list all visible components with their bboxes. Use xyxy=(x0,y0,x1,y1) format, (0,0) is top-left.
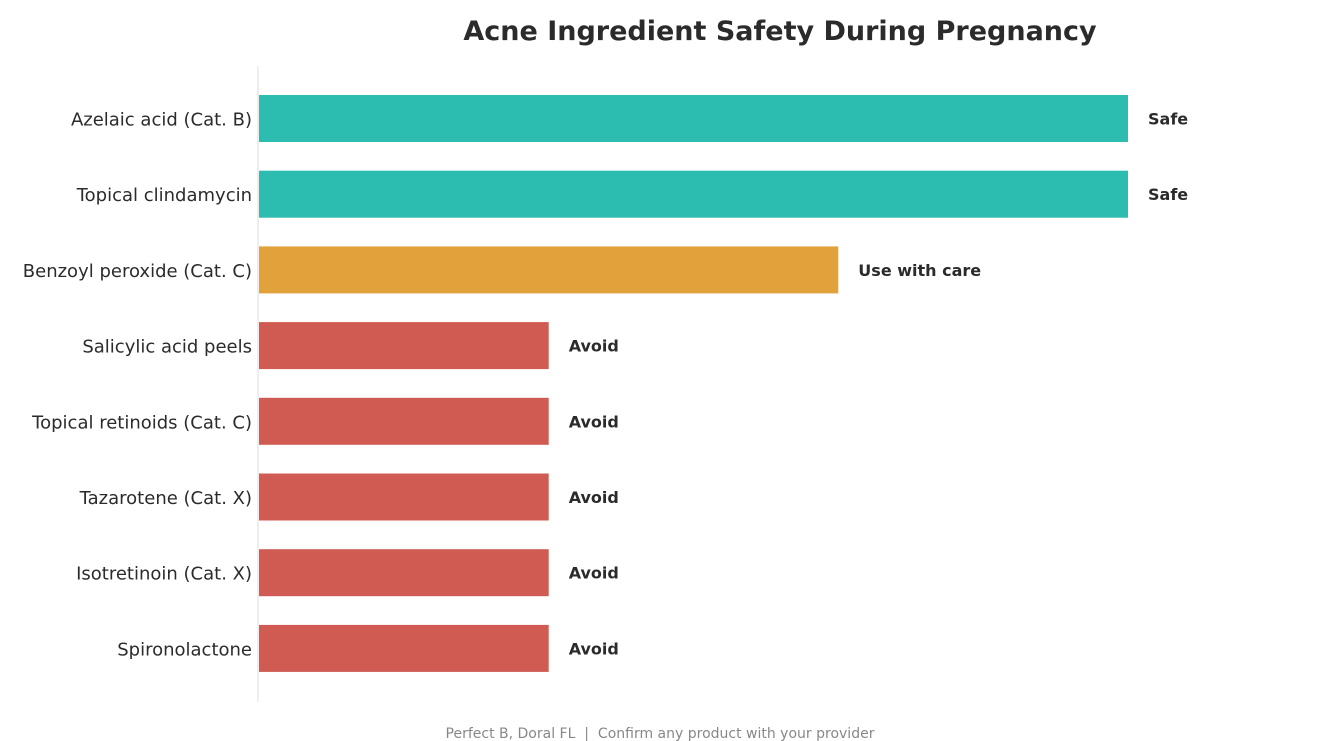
category-label: Topical clindamycin xyxy=(76,185,252,206)
data-label: Avoid xyxy=(569,564,619,583)
data-label: Avoid xyxy=(569,639,619,658)
category-labels: Azelaic acid (Cat. B) Topical clindamycin… xyxy=(23,110,252,661)
data-label: Safe xyxy=(1148,185,1188,204)
bar xyxy=(259,549,549,597)
bar xyxy=(259,246,839,294)
bar xyxy=(259,473,549,521)
category-label: Azelaic acid (Cat. B) xyxy=(71,110,252,131)
bar xyxy=(259,95,1128,142)
data-label: Safe xyxy=(1148,110,1188,129)
bar xyxy=(259,170,1128,218)
category-label: Benzoyl peroxide (Cat. C) xyxy=(23,261,252,282)
data-label: Avoid xyxy=(569,412,619,431)
data-label: Avoid xyxy=(569,337,619,356)
bar xyxy=(259,624,549,672)
category-label: Salicylic acid peels xyxy=(82,337,252,358)
footer-note: Perfect B, Doral FL | Confirm any produc… xyxy=(446,726,875,741)
category-label: Tazarotene (Cat. X) xyxy=(79,488,252,509)
category-label: Isotretinoin (Cat. X) xyxy=(76,564,252,585)
data-label: Avoid xyxy=(569,488,619,507)
bar xyxy=(259,397,549,445)
data-label: Use with care xyxy=(858,261,981,280)
data-labels: Safe Safe Use with care Avoid Avoid Avoid Avoi… xyxy=(569,110,1189,659)
bar xyxy=(259,322,549,370)
category-label: Topical retinoids (Cat. C) xyxy=(31,412,252,433)
category-label: Spironolactone xyxy=(117,639,252,660)
bars-layer xyxy=(259,95,1128,672)
chart-title: Acne Ingredient Safety During Pregnancy xyxy=(463,16,1097,47)
